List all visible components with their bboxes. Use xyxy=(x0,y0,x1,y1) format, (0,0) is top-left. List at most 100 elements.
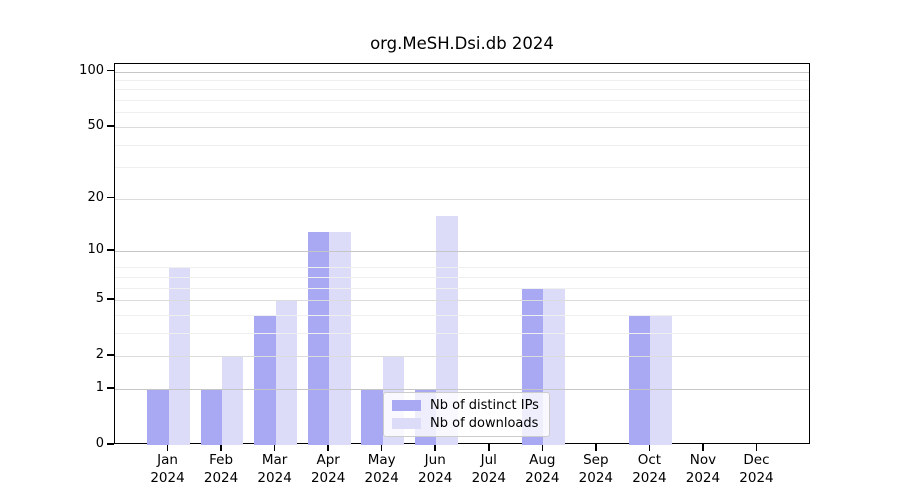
gridline-20 xyxy=(115,198,809,200)
legend-label: Nb of downloads xyxy=(430,416,539,431)
x-tick-year: 2024 xyxy=(418,469,453,486)
bar-ips-oct xyxy=(628,314,651,445)
x-tick-mark xyxy=(702,444,704,451)
x-tick-year: 2024 xyxy=(685,469,721,486)
x-tick-label-may: May 2024 xyxy=(350,452,414,487)
y-tick-mark xyxy=(107,298,114,300)
y-tick-label-1: 1 xyxy=(95,379,104,395)
x-tick-month: Apr xyxy=(316,452,340,468)
bar-ips-mar xyxy=(254,314,276,445)
minor-gridline-40 xyxy=(115,144,809,146)
x-tick-month: Jan xyxy=(157,452,178,468)
x-tick-label-dec: Dec 2024 xyxy=(724,452,788,487)
minor-gridline-8 xyxy=(115,267,809,269)
x-tick-label-feb: Feb 2024 xyxy=(189,452,253,487)
x-tick-month: May xyxy=(367,452,396,468)
x-tick-year: 2024 xyxy=(310,469,346,486)
legend-swatch xyxy=(392,400,421,411)
minor-gridline-70 xyxy=(115,100,809,102)
y-tick-mark xyxy=(107,354,114,356)
y-tick-mark xyxy=(107,387,114,389)
legend-swatch xyxy=(392,418,421,429)
x-tick-year: 2024 xyxy=(578,469,614,486)
x-tick-month: Dec xyxy=(743,452,770,468)
x-tick-year: 2024 xyxy=(203,469,239,486)
gridline-5 xyxy=(115,300,809,302)
x-tick-month: Jul xyxy=(480,452,497,468)
y-tick-label-10: 10 xyxy=(87,242,104,257)
y-tick-mark xyxy=(107,196,114,199)
x-tick-label-nov: Nov 2024 xyxy=(671,452,735,487)
gridline-50 xyxy=(115,126,809,128)
x-tick-mark xyxy=(648,444,651,451)
x-tick-mark xyxy=(541,444,544,451)
x-tick-label-jan: Jan 2024 xyxy=(136,452,200,487)
x-tick-month: Oct xyxy=(637,452,662,468)
y-tick-label-20: 20 xyxy=(87,189,104,205)
y-tick-label-5: 5 xyxy=(95,291,104,307)
x-tick-mark xyxy=(327,444,329,451)
x-tick-year: 2024 xyxy=(150,469,185,486)
x-tick-mark xyxy=(380,444,383,451)
legend-label: Nb of distinct IPs xyxy=(430,398,539,413)
bar-ips-jan xyxy=(147,388,169,445)
x-tick-month: Nov xyxy=(689,452,717,468)
minor-gridline-6 xyxy=(115,287,809,289)
chart-title: org.MeSH.Dsi.db 2024 xyxy=(370,34,554,53)
legend-item-downloads: Nb of downloads xyxy=(392,417,539,430)
y-tick-label-100: 100 xyxy=(79,62,104,78)
bar-downloads-apr xyxy=(329,231,351,445)
x-tick-mark xyxy=(220,444,222,451)
minor-gridline-7 xyxy=(115,276,809,278)
x-tick-year: 2024 xyxy=(364,469,399,486)
x-tick-label-sep: Sep 2024 xyxy=(564,452,628,487)
bar-downloads-oct xyxy=(650,314,672,445)
bar-ips-may xyxy=(361,388,383,445)
y-tick-mark xyxy=(107,125,114,127)
gridline-100 xyxy=(115,71,809,73)
x-tick-mark xyxy=(434,444,436,451)
x-tick-label-apr: Apr 2024 xyxy=(296,452,360,487)
x-tick-label-aug: Aug 2024 xyxy=(510,452,574,487)
x-tick-mark xyxy=(595,444,597,451)
gridline-2 xyxy=(115,356,809,358)
minor-gridline-4 xyxy=(115,314,809,316)
minor-gridline-30 xyxy=(115,167,809,169)
minor-gridline-80 xyxy=(115,89,809,91)
legend: Nb of distinct IPs Nb of downloads xyxy=(383,392,550,437)
x-tick-month: Sep xyxy=(583,452,609,468)
x-tick-year: 2024 xyxy=(739,469,774,486)
x-tick-year: 2024 xyxy=(257,469,292,486)
bar-downloads-jun xyxy=(436,215,458,445)
y-tick-label-0: 0 xyxy=(95,436,104,451)
legend-item-distinct-ips: Nb of distinct IPs xyxy=(392,399,539,412)
x-tick-mark xyxy=(755,444,758,451)
minor-gridline-3 xyxy=(115,332,809,334)
x-tick-year: 2024 xyxy=(632,469,667,486)
y-tick-label-2: 2 xyxy=(95,347,104,363)
bar-downloads-feb xyxy=(222,356,244,445)
x-tick-mark xyxy=(166,444,169,451)
x-tick-label-oct: Oct 2024 xyxy=(617,452,681,487)
x-tick-month: Jun xyxy=(424,452,446,468)
minor-gridline-60 xyxy=(115,112,809,114)
gridline-10 xyxy=(115,251,809,252)
x-tick-mark xyxy=(488,444,490,451)
x-tick-month: Mar xyxy=(261,452,288,468)
x-tick-month: Feb xyxy=(209,452,234,468)
y-tick-mark xyxy=(107,249,114,251)
plot-area xyxy=(114,63,810,445)
y-tick-mark xyxy=(107,443,114,445)
x-tick-label-mar: Mar 2024 xyxy=(243,452,307,487)
gridline-1 xyxy=(115,388,809,390)
x-tick-year: 2024 xyxy=(471,469,506,486)
x-tick-year: 2024 xyxy=(525,469,560,486)
bar-downloads-mar xyxy=(275,300,298,445)
bar-ips-apr xyxy=(307,231,330,445)
x-tick-label-jul: Jul 2024 xyxy=(457,452,521,487)
y-tick-label-50: 50 xyxy=(87,117,104,133)
minor-gridline-90 xyxy=(115,80,809,82)
x-tick-label-jun: Jun 2024 xyxy=(403,452,467,487)
x-tick-month: Aug xyxy=(529,452,556,468)
